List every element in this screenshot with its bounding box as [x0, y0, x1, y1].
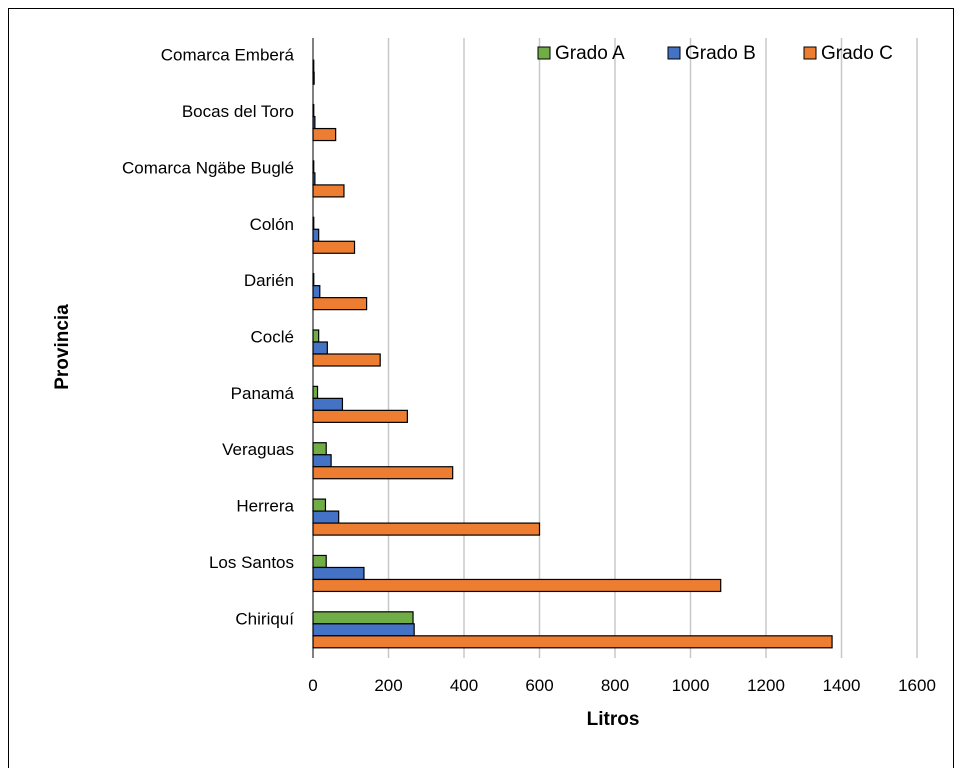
- x-tick-label: 400: [450, 676, 478, 695]
- bar-grado-a: [312, 442, 327, 456]
- x-tick-label: 600: [525, 676, 553, 695]
- x-tick-label: 1200: [747, 676, 785, 695]
- bar-grado-c: [312, 466, 454, 480]
- category-label: Veraguas: [222, 440, 294, 459]
- x-tick-label: 1600: [898, 676, 936, 695]
- category-label: Comarca Ngäbe Buglé: [122, 158, 294, 177]
- legend-swatch: [537, 46, 551, 60]
- x-tick-label: 1000: [672, 676, 710, 695]
- grid-lines: [387, 38, 918, 658]
- bar-grado-c: [312, 127, 337, 142]
- chart-frame: [8, 8, 954, 768]
- legend-label: Grado B: [685, 43, 756, 64]
- bar-grado-b: [312, 341, 328, 355]
- bar-grado-c: [312, 297, 368, 311]
- category-label: Los Santos: [209, 553, 294, 572]
- category-label: Panamá: [231, 384, 295, 403]
- bar-grado-a: [312, 611, 414, 625]
- bar-grado-b: [312, 397, 344, 411]
- bar-grado-b: [312, 285, 321, 299]
- category-label: Herrera: [236, 497, 294, 516]
- category-label: Coclé: [251, 327, 294, 346]
- bar-grado-b: [312, 566, 365, 581]
- x-tick-label: 800: [601, 676, 629, 695]
- legend-label: Grado C: [821, 43, 893, 64]
- bar-grado-c: [312, 522, 541, 536]
- legend-label: Grado A: [555, 43, 625, 64]
- y-axis-title: Provincia: [52, 304, 73, 390]
- bar-grado-b: [312, 623, 415, 637]
- x-tick-label: 200: [374, 676, 402, 695]
- bar-grado-c: [312, 409, 408, 423]
- bar-grado-c: [312, 635, 833, 649]
- bar-grado-b: [312, 454, 332, 468]
- category-label: Chiriquí: [235, 609, 294, 628]
- bar-grado-a: [312, 329, 320, 343]
- bar-grado-a: [312, 554, 327, 569]
- legend-swatch: [803, 46, 817, 60]
- bar-grado-c: [312, 240, 356, 254]
- x-axis-title: Litros: [587, 709, 640, 730]
- bar-grado-c: [312, 353, 381, 367]
- bars: [312, 59, 833, 649]
- category-label: Comarca Emberá: [161, 46, 295, 65]
- bar-grado-c: [312, 578, 722, 593]
- bar-grado-a: [312, 385, 319, 399]
- legend: Grado A Grado B Grado C: [537, 43, 893, 64]
- category-label: Darién: [244, 271, 294, 290]
- bar-grado-c: [312, 184, 345, 198]
- x-tick-label: 1400: [823, 676, 861, 695]
- legend-swatch: [667, 46, 681, 60]
- category-label: Bocas del Toro: [182, 102, 294, 121]
- bar-grado-b: [312, 228, 320, 242]
- category-label: Colón: [250, 215, 294, 234]
- bar-grado-b: [312, 510, 340, 524]
- x-tick-label: 0: [308, 676, 317, 695]
- bar-grado-a: [312, 498, 327, 512]
- x-tick-labels: 0 200 400 600 800 1000 1200 1400 1600: [308, 676, 936, 695]
- category-labels: Chiriquí Los Santos Herrera Veraguas Panamá C…: [122, 46, 295, 629]
